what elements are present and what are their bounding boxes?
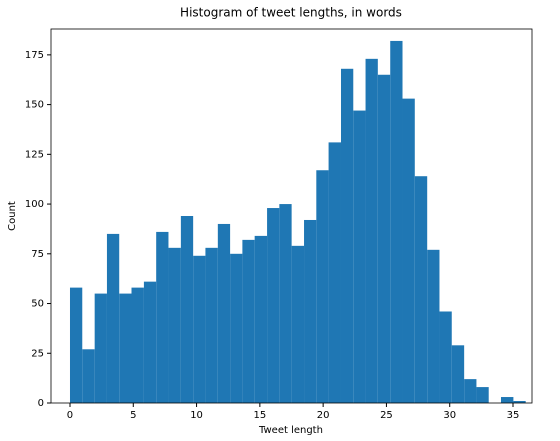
bar — [106, 233, 120, 403]
x-tick-label: 5 — [130, 410, 136, 421]
bar — [476, 387, 489, 403]
y-tick-label: 125 — [25, 149, 44, 160]
bar — [143, 281, 157, 403]
bar — [217, 223, 231, 403]
bar — [316, 170, 329, 403]
bar — [119, 293, 132, 403]
bar — [267, 208, 280, 403]
x-tick-label: 10 — [190, 410, 203, 421]
bar — [180, 216, 194, 403]
bar — [69, 287, 83, 403]
bar — [500, 397, 514, 403]
bar — [365, 58, 378, 404]
bar — [304, 219, 317, 403]
bar — [402, 98, 415, 404]
x-tick-label: 20 — [317, 410, 330, 421]
bar — [82, 349, 95, 403]
x-axis-label: Tweet length — [258, 425, 323, 436]
bar — [193, 255, 206, 403]
bar — [464, 379, 477, 403]
bar — [131, 287, 144, 403]
bar — [390, 40, 403, 404]
y-axis-label: Count — [7, 201, 18, 231]
bar — [254, 235, 268, 403]
bar — [340, 68, 354, 403]
x-tick-label: 15 — [253, 410, 266, 421]
y-tick-label: 75 — [31, 249, 44, 260]
y-tick-label: 175 — [25, 50, 44, 61]
bar — [427, 249, 440, 403]
bar — [279, 204, 292, 403]
y-tick-label: 0 — [38, 398, 44, 409]
bar — [328, 142, 341, 403]
bar — [439, 311, 452, 403]
bar — [242, 239, 255, 403]
bar — [94, 293, 107, 403]
y-tick-label: 25 — [31, 348, 44, 359]
bar — [205, 247, 218, 403]
bar — [414, 176, 428, 403]
y-tick-label: 150 — [25, 100, 44, 111]
bar — [156, 231, 169, 403]
bar — [353, 110, 366, 403]
x-tick-label: 0 — [67, 410, 73, 421]
bar — [168, 247, 181, 403]
y-tick-label: 50 — [31, 299, 44, 310]
bar — [513, 401, 526, 403]
plot-frame — [50, 28, 533, 404]
chart-title: Histogram of tweet lengths, in words — [180, 6, 402, 20]
bar — [230, 253, 243, 403]
y-tick-label: 100 — [25, 199, 44, 210]
x-tick-label: 25 — [380, 410, 393, 421]
bar — [377, 74, 391, 404]
x-tick-label: 35 — [507, 410, 520, 421]
x-tick-label: 30 — [443, 410, 456, 421]
bar — [291, 245, 305, 403]
bar — [451, 345, 465, 403]
